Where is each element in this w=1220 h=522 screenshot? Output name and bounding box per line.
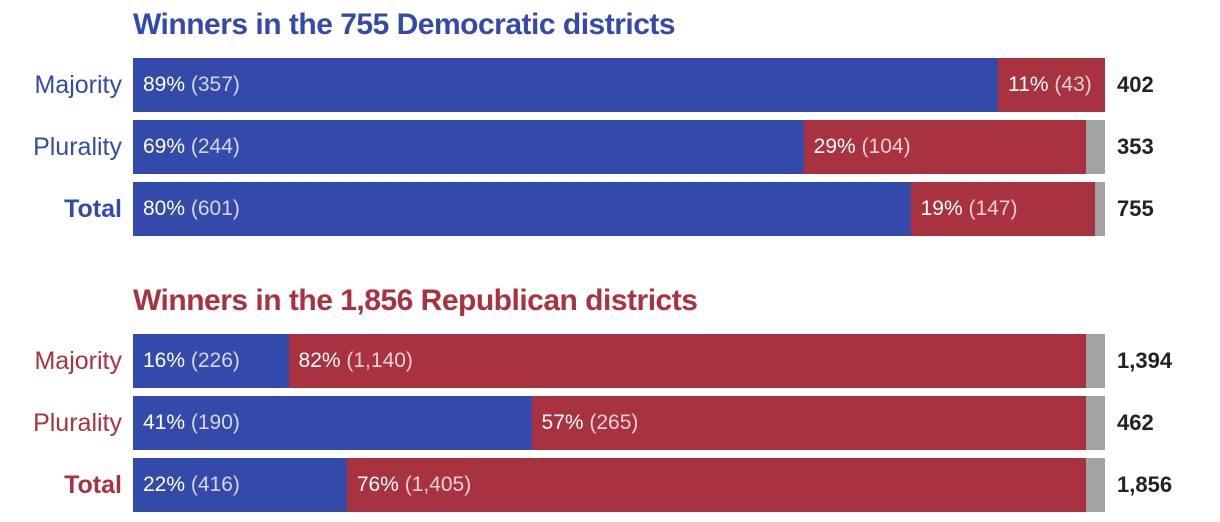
bar-row: Total 22% (416) 76% (1,405) 1,856 — [0, 458, 1220, 512]
count-label: (190) — [185, 411, 240, 434]
bar-row: Total 80% (601) 19% (147) 755 — [0, 182, 1220, 236]
bar-row: Majority 89% (357) 11% (43) 402 — [0, 58, 1220, 112]
count-label: (147) — [962, 197, 1018, 220]
category-label: Majority — [34, 347, 122, 375]
republican-bar-segment: 76% (1,405) — [346, 458, 1086, 512]
count-label: (357) — [185, 73, 240, 96]
count-label: (265) — [583, 411, 639, 434]
stacked-bar: 16% (226) 82% (1,140) — [133, 334, 1105, 388]
count-label: (104) — [855, 135, 911, 158]
percent-label: 19% — [920, 197, 963, 220]
percent-label: 57% — [541, 411, 584, 434]
stacked-bar: 89% (357) 11% (43) — [133, 58, 1105, 112]
republican-bar-segment: 11% (43) — [998, 58, 1105, 112]
bar-row: Majority 16% (226) 82% (1,140) 1,394 — [0, 334, 1220, 388]
count-label: (1,140) — [340, 349, 413, 372]
republican-bar-segment: 57% (265) — [531, 396, 1086, 450]
row-total-label: 353 — [1117, 134, 1154, 159]
count-label: (416) — [185, 473, 240, 496]
percent-label: 69% — [143, 135, 186, 158]
percent-label: 82% — [298, 349, 341, 372]
bar-row: Plurality 69% (244) 29% (104) 353 — [0, 120, 1220, 174]
percent-label: 41% — [143, 411, 186, 434]
chart-title: Winners in the 755 Democratic districts — [133, 8, 676, 41]
row-total-label: 755 — [1117, 196, 1154, 221]
percent-label: 22% — [143, 473, 186, 496]
stacked-bar: 22% (416) 76% (1,405) — [133, 458, 1105, 512]
democratic-bar-segment: 80% (601) — [133, 182, 911, 236]
category-label: Plurality — [33, 133, 122, 161]
count-label: (43) — [1048, 73, 1092, 96]
percent-label: 89% — [143, 73, 186, 96]
democratic-bar-segment: 41% (190) — [133, 396, 532, 450]
republican-bar-segment: 19% (147) — [910, 182, 1096, 236]
category-label: Majority — [34, 71, 122, 99]
row-total-label: 402 — [1117, 72, 1154, 97]
percent-label: 16% — [143, 349, 186, 372]
count-label: (1,405) — [398, 473, 472, 496]
percent-label: 11% — [1008, 73, 1049, 96]
row-total-label: 1,856 — [1117, 472, 1173, 497]
percent-label: 76% — [356, 473, 399, 496]
chart-title: Winners in the 1,856 Republican district… — [133, 284, 698, 317]
democratic-bar-segment: 69% (244) — [133, 120, 804, 174]
count-label: (226) — [185, 349, 240, 372]
percent-label: 80% — [143, 197, 186, 220]
category-label: Total — [64, 471, 122, 499]
count-label: (601) — [185, 197, 240, 220]
category-label: Total — [64, 195, 122, 223]
republican-bar-segment: 29% (104) — [803, 120, 1086, 174]
democratic-bar-segment: 16% (226) — [133, 334, 289, 388]
row-total-label: 1,394 — [1117, 348, 1173, 373]
row-total-label: 462 — [1117, 410, 1154, 435]
bar-row: Plurality 41% (190) 57% (265) 462 — [0, 396, 1220, 450]
category-label: Plurality — [33, 409, 122, 437]
democratic-bar-segment: 22% (416) — [133, 458, 347, 512]
count-label: (244) — [185, 135, 240, 158]
republican-bar-segment: 82% (1,140) — [288, 334, 1086, 388]
stacked-bar: 69% (244) 29% (104) — [133, 120, 1105, 174]
percent-label: 29% — [813, 135, 856, 158]
stacked-bar: 80% (601) 19% (147) — [133, 182, 1105, 236]
stacked-bar: 41% (190) 57% (265) — [133, 396, 1105, 450]
democratic-bar-segment: 89% (357) — [133, 58, 999, 112]
